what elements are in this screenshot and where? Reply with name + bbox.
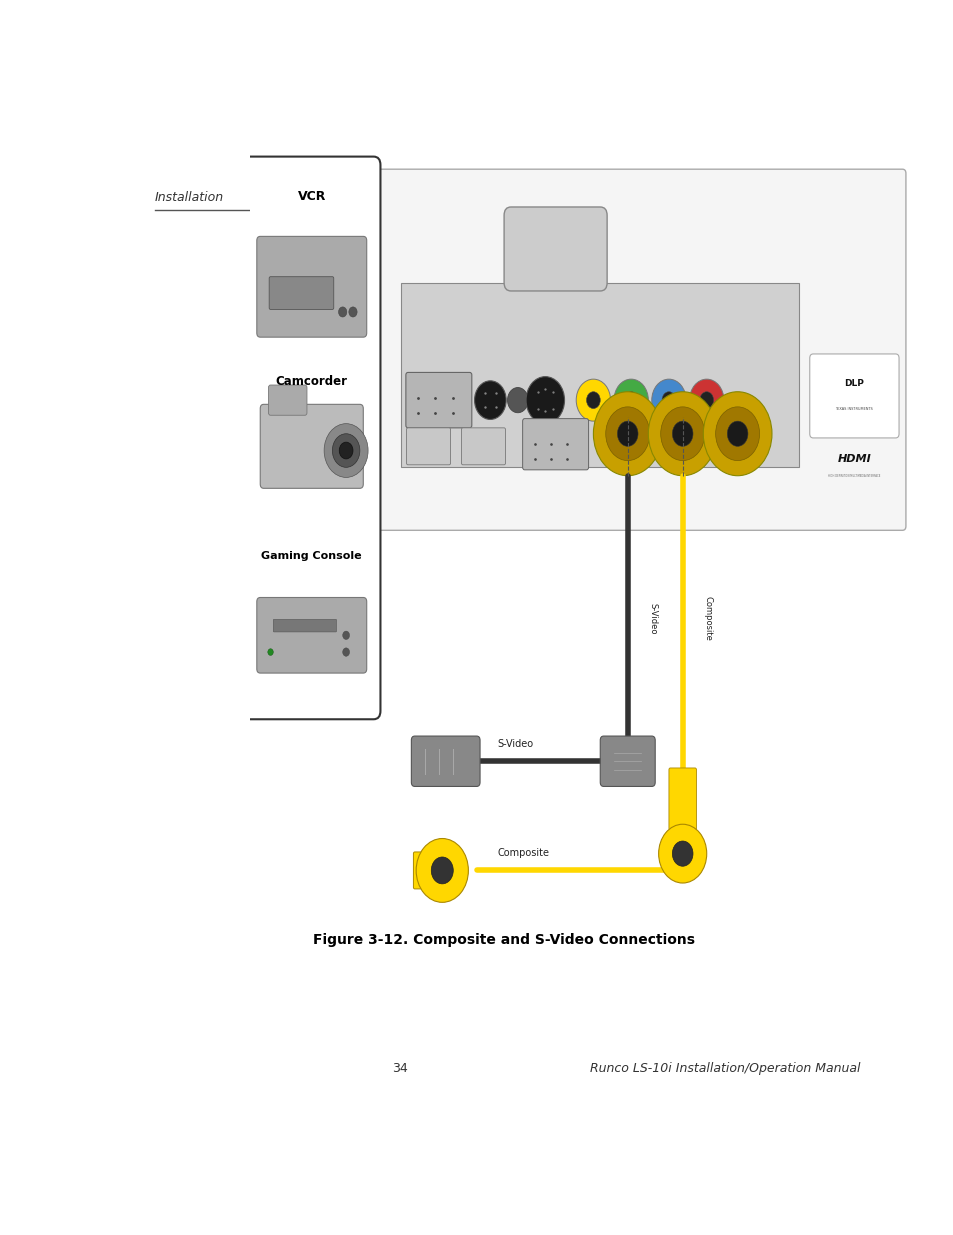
Text: S-Video: S-Video (648, 603, 657, 635)
Circle shape (339, 442, 353, 459)
FancyBboxPatch shape (260, 404, 363, 488)
Circle shape (474, 380, 506, 420)
Circle shape (661, 391, 675, 409)
Text: Gaming Console: Gaming Console (261, 551, 362, 561)
FancyBboxPatch shape (400, 283, 799, 467)
Circle shape (658, 824, 706, 883)
Circle shape (342, 648, 349, 656)
FancyBboxPatch shape (243, 157, 380, 719)
FancyBboxPatch shape (461, 427, 505, 464)
Text: Composite/S-Video Connections:: Composite/S-Video Connections: (313, 248, 566, 262)
Circle shape (268, 648, 273, 656)
Text: Composite: Composite (702, 597, 712, 641)
Circle shape (593, 391, 661, 475)
Text: DLP: DLP (843, 379, 863, 388)
FancyBboxPatch shape (503, 207, 606, 291)
Text: Runco LS-10i Installation/Operation Manual: Runco LS-10i Installation/Operation Manu… (590, 1062, 860, 1076)
Circle shape (726, 421, 747, 446)
Circle shape (586, 391, 599, 409)
Circle shape (689, 379, 723, 421)
Circle shape (349, 308, 356, 317)
Circle shape (702, 391, 771, 475)
Circle shape (648, 391, 717, 475)
Circle shape (700, 391, 713, 409)
Circle shape (525, 377, 564, 424)
Circle shape (576, 379, 610, 421)
Circle shape (672, 421, 692, 446)
FancyBboxPatch shape (256, 236, 366, 337)
Text: Installation: Installation (154, 191, 224, 204)
Circle shape (651, 379, 685, 421)
Circle shape (605, 406, 649, 461)
FancyBboxPatch shape (411, 736, 479, 787)
FancyBboxPatch shape (668, 768, 696, 830)
FancyBboxPatch shape (269, 277, 334, 310)
FancyBboxPatch shape (522, 419, 588, 469)
Text: TEXAS INSTRUMENTS: TEXAS INSTRUMENTS (835, 406, 872, 410)
Circle shape (614, 379, 648, 421)
Circle shape (715, 406, 759, 461)
Circle shape (507, 388, 528, 412)
Circle shape (324, 424, 368, 478)
FancyBboxPatch shape (268, 385, 307, 415)
Text: Connect your Composite and S-Video sources to
the LS-10i as shown in Figure 3-12: Connect your Composite and S-Video sourc… (456, 248, 795, 278)
Circle shape (416, 839, 468, 903)
FancyBboxPatch shape (599, 736, 655, 787)
Text: Composite: Composite (497, 848, 549, 858)
Circle shape (623, 391, 638, 409)
Text: VCR: VCR (297, 190, 326, 204)
FancyBboxPatch shape (280, 169, 905, 530)
Circle shape (431, 857, 453, 884)
Circle shape (332, 433, 359, 467)
Circle shape (617, 421, 638, 446)
FancyBboxPatch shape (256, 598, 366, 673)
Circle shape (338, 308, 347, 317)
FancyBboxPatch shape (405, 373, 472, 427)
FancyBboxPatch shape (406, 427, 450, 464)
Circle shape (672, 841, 692, 866)
Circle shape (660, 406, 704, 461)
FancyBboxPatch shape (413, 852, 447, 889)
Text: S-Video: S-Video (497, 739, 533, 748)
Text: HDMI: HDMI (837, 454, 870, 464)
Circle shape (342, 631, 349, 640)
Text: 34: 34 (392, 1062, 408, 1076)
FancyBboxPatch shape (273, 619, 336, 632)
FancyBboxPatch shape (809, 354, 898, 438)
Text: Camcorder: Camcorder (275, 375, 348, 388)
Text: HIGH-DEFINITION MULTIMEDIA INTERFACE: HIGH-DEFINITION MULTIMEDIA INTERFACE (827, 474, 880, 478)
Text: Figure 3-12. Composite and S-Video Connections: Figure 3-12. Composite and S-Video Conne… (313, 932, 694, 947)
